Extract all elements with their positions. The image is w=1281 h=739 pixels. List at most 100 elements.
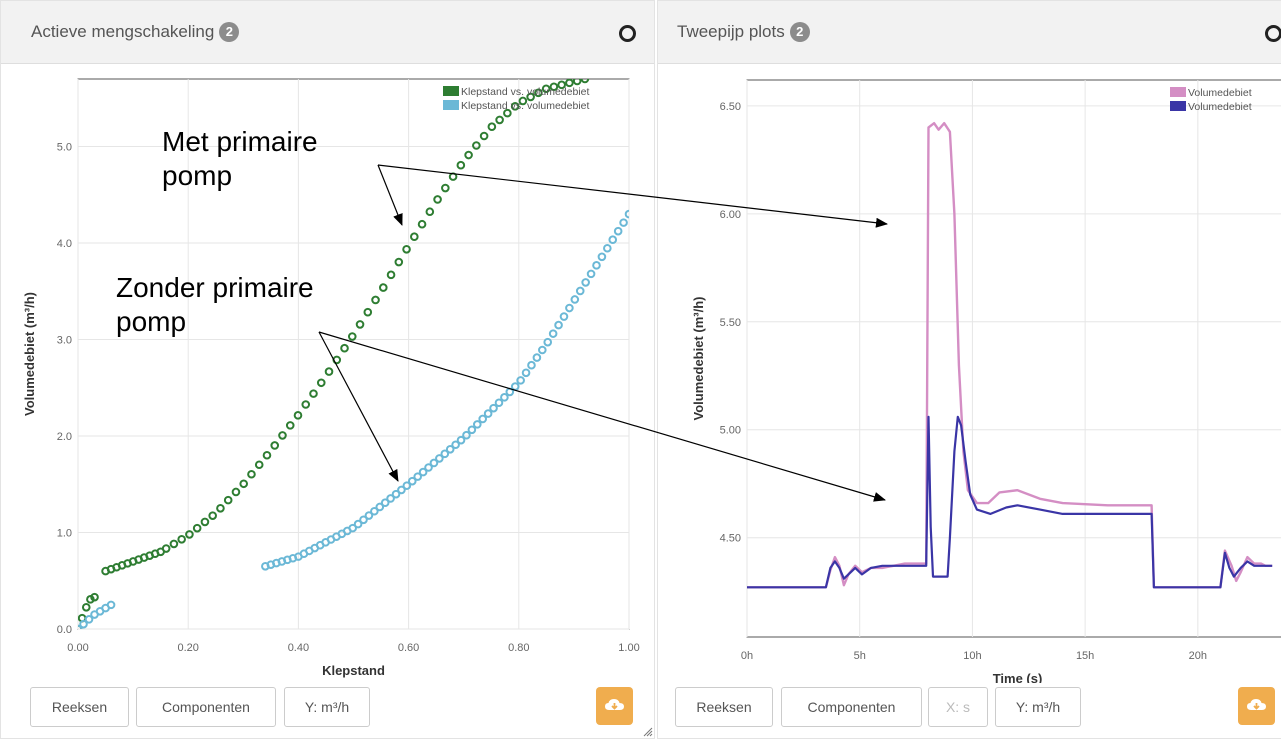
legend-swatch: [443, 86, 459, 96]
data-point: [394, 257, 404, 267]
data-point: [378, 283, 388, 292]
data-point: [200, 517, 210, 527]
data-point: [386, 270, 396, 280]
x-tick-label: 0.40: [288, 642, 309, 654]
legend-label: Volumedebiet: [1188, 101, 1252, 113]
data-point: [161, 544, 171, 553]
series-line: [747, 415, 1273, 589]
data-point: [464, 150, 473, 160]
x-tick-label: 5h: [854, 650, 866, 662]
data-point: [613, 226, 623, 236]
chart-volumedebiet-time[interactable]: 0h5h10h15h20h1d4.505.005.506.006.50Time …: [658, 63, 1281, 683]
data-point: [557, 80, 566, 90]
data-point: [554, 320, 563, 330]
y-tick-label: 6.50: [720, 101, 741, 113]
data-point: [301, 400, 311, 409]
annotation-with-primary-pump: Met primaire pomp: [162, 125, 318, 193]
data-point: [603, 243, 612, 253]
data-point: [549, 82, 559, 92]
legend: Volumedebiet Volumedebiet: [1170, 87, 1252, 113]
data-point: [79, 619, 88, 629]
components-button[interactable]: Componenten: [781, 687, 922, 727]
panel-actieve-mengschakeling: Actieve mengschakeling 2 0.00 0.20 0.40 0.60…: [0, 0, 655, 739]
cloud-download-icon: [1247, 699, 1266, 710]
data-point: [278, 431, 287, 440]
export-button[interactable]: [1238, 687, 1275, 725]
gear-icon[interactable]: [1265, 25, 1281, 42]
y-unit-button[interactable]: Y: m³/h: [284, 687, 370, 727]
gear-icon[interactable]: [619, 25, 636, 42]
y-tick-label: 5.00: [720, 425, 741, 437]
legend: Klepstand vs. volumedebiet Klepstand vs. …: [443, 86, 589, 112]
data-point: [580, 79, 590, 84]
data-point: [185, 530, 194, 539]
data-point: [81, 602, 91, 612]
count-badge: 2: [219, 22, 240, 42]
data-point: [90, 592, 99, 602]
data-point: [375, 502, 385, 512]
legend-label: Klepstand vs. volumedebiet: [461, 100, 589, 112]
data-point: [402, 244, 411, 254]
x-tick-label: 15h: [1076, 650, 1094, 662]
panel-header: Tweepijp plots 2: [658, 1, 1281, 64]
data-point: [285, 421, 295, 430]
legend-label: Klepstand vs. volumedebiet: [461, 86, 589, 98]
y-tick-label: 5.50: [720, 317, 741, 329]
x-tick-label: 0.60: [398, 642, 419, 654]
data-point: [526, 92, 535, 102]
data-point: [534, 88, 543, 98]
data-point: [293, 411, 303, 420]
data-point: [177, 534, 186, 544]
y-unit-button[interactable]: Y: m³/h: [995, 687, 1081, 727]
series-button[interactable]: Reeksen: [675, 687, 773, 727]
plot-area: [77, 78, 630, 630]
panel-title-text: Tweepijp plots: [677, 22, 785, 41]
legend-swatch: [1170, 101, 1186, 111]
data-point: [572, 79, 582, 86]
data-point: [353, 519, 363, 529]
panel-header: Actieve mengschakeling 2: [1, 1, 654, 64]
resize-grip-icon[interactable]: [641, 725, 653, 737]
data-point: [581, 278, 590, 287]
data-point: [559, 312, 569, 321]
y-tick-label: 2.0: [57, 431, 72, 443]
data-point: [106, 600, 116, 610]
data-point: [510, 102, 520, 111]
x-axis-label: Time (s): [993, 671, 1043, 683]
data-point: [309, 389, 318, 398]
y-tick-label: 4.0: [57, 238, 72, 250]
x-unit-button[interactable]: X: s: [928, 687, 988, 727]
data-point: [565, 303, 574, 313]
panel-title-text: Actieve mengschakeling: [31, 22, 215, 41]
annotation-line: pomp: [116, 306, 187, 337]
y-tick-label: 1.0: [57, 528, 72, 540]
components-button[interactable]: Componenten: [136, 687, 276, 727]
x-tick-label: 10h: [963, 650, 981, 662]
data-point: [597, 252, 607, 262]
data-point: [355, 320, 365, 329]
data-point: [247, 469, 256, 479]
y-tick-label: 6.00: [720, 209, 741, 221]
series-group: [747, 122, 1273, 589]
y-tick-label: 3.0: [57, 335, 72, 347]
legend-swatch: [443, 100, 459, 110]
panel-title: Tweepijp plots 2: [677, 22, 810, 42]
data-point: [565, 79, 574, 88]
chart-klepstand-volumedebiet[interactable]: 0.00 0.20 0.40 0.60 0.80 1.00 0.0 1.0 2.0 3.0 4.0 5…: [1, 63, 655, 683]
data-point: [239, 479, 249, 489]
data-point: [231, 487, 241, 497]
data-point: [254, 460, 264, 470]
y-tick-label: 0.0: [57, 624, 72, 636]
data-point: [359, 515, 368, 525]
export-button[interactable]: [596, 687, 633, 725]
series-button[interactable]: Reeksen: [30, 687, 129, 727]
x-tick-label: 0.20: [177, 642, 198, 654]
annotation-line: Met primaire: [162, 126, 318, 157]
x-tick-label: 20h: [1189, 650, 1207, 662]
data-point: [364, 511, 374, 520]
cloud-download-icon: [605, 699, 624, 710]
annotation-without-primary-pump: Zonder primaire pomp: [116, 271, 314, 339]
data-point: [608, 235, 618, 245]
x-tick-label: 0h: [741, 650, 753, 662]
